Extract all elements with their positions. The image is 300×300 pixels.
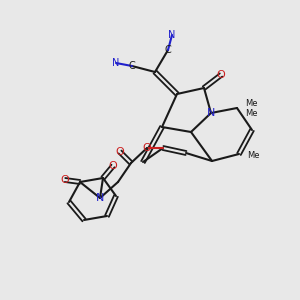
Text: Me: Me [245,98,257,107]
Text: C: C [129,61,135,71]
Text: O: O [109,161,117,171]
Text: N: N [96,193,104,203]
Text: N: N [112,58,120,68]
Text: Me: Me [245,109,257,118]
Text: N: N [168,30,176,40]
Text: O: O [61,175,69,185]
Text: Me: Me [247,152,259,160]
Text: N: N [207,108,215,118]
Text: O: O [142,143,152,153]
Text: C: C [165,45,171,55]
Text: O: O [116,147,124,157]
Text: O: O [217,70,225,80]
